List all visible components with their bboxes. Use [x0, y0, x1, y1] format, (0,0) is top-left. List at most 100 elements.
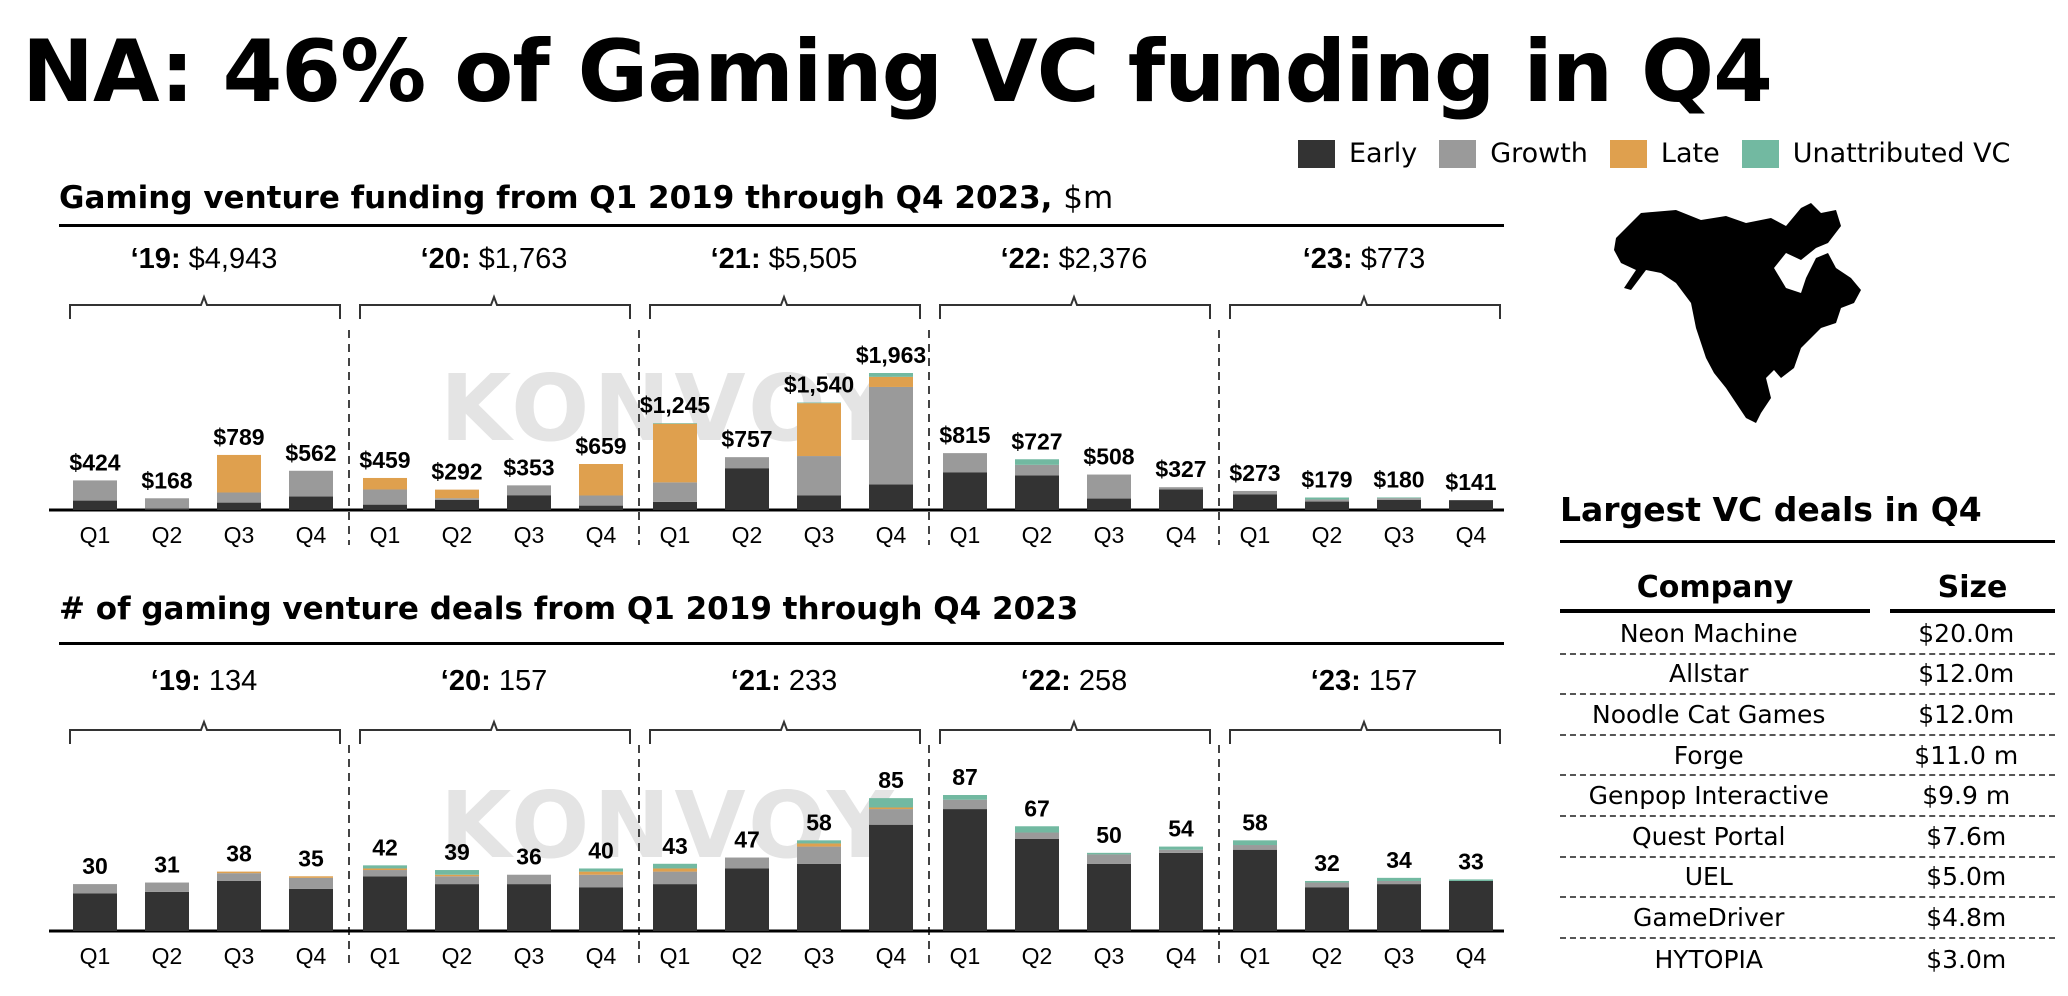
- bar-value-label: $757: [721, 426, 772, 452]
- year-bracket: [359, 294, 631, 319]
- x-tick-label: Q2: [442, 943, 473, 969]
- bar-value-label: $789: [213, 424, 264, 450]
- year-total: $2,376: [1059, 243, 1148, 275]
- deals-chart-title: # of gaming venture deals from Q1 2019 t…: [59, 591, 1079, 627]
- x-tick-label: Q4: [1166, 943, 1197, 969]
- year-label: ‘21:: [711, 243, 761, 275]
- bar-value-label: $1,245: [640, 392, 711, 418]
- legend: Early Growth Late Unattributed VC: [1298, 138, 2010, 169]
- year-label: ‘23:: [1311, 665, 1361, 697]
- bar-value-label: 40: [588, 837, 614, 863]
- year-total: 258: [1079, 665, 1127, 697]
- bar-segment-early: [797, 495, 841, 510]
- bar-segment-unattributed-vc: [435, 870, 479, 875]
- bar-value-label: $141: [1445, 469, 1496, 495]
- bar-segment-growth: [1087, 474, 1131, 499]
- bar-segment-early: [1305, 501, 1349, 510]
- legend-item-late: Late: [1609, 138, 1720, 169]
- x-tick-label: Q1: [80, 943, 111, 969]
- x-tick-label: Q3: [1094, 522, 1125, 548]
- year-bracket: [649, 294, 921, 319]
- x-tick-label: Q3: [1384, 943, 1415, 969]
- bar-segment-growth: [145, 498, 189, 509]
- bar-segment-unattributed-vc: [1305, 497, 1349, 500]
- x-tick-label: Q4: [876, 522, 907, 548]
- year-bracket: [939, 719, 1211, 744]
- deal-size: $5.0m: [1926, 862, 2007, 892]
- funding-chart-title: Gaming venture funding from Q1 2019 thro…: [59, 180, 1114, 216]
- x-tick-label: Q1: [950, 943, 981, 969]
- bar-segment-early: [435, 884, 479, 931]
- bar-segment-unattributed-vc: [943, 795, 987, 800]
- x-tick-label: Q1: [660, 522, 691, 548]
- bar-segment-early: [725, 868, 769, 931]
- bar-segment-early: [217, 502, 261, 510]
- table-row: Noodle Cat Games $12.0m: [1560, 695, 2055, 736]
- company-name: Noodle Cat Games: [1592, 699, 1826, 729]
- bar-segment-early: [653, 501, 697, 510]
- bar-segment-early: [869, 824, 913, 931]
- year-total-label: ‘22: 258: [1021, 665, 1127, 697]
- bar-value-label: 35: [298, 845, 324, 871]
- deal-size: $11.0 m: [1914, 740, 2019, 770]
- bar-segment-unattributed-vc: [1377, 877, 1421, 881]
- bar-value-label: 42: [372, 834, 398, 860]
- bar-segment-early: [1233, 494, 1277, 510]
- bar-segment-unattributed-vc: [1159, 846, 1203, 850]
- bar-value-label: 39: [444, 839, 470, 865]
- x-tick-label: Q2: [1312, 522, 1343, 548]
- bar-segment-unattributed-vc: [653, 863, 697, 869]
- bar-segment-early: [145, 891, 189, 931]
- bar-segment-early: [1159, 489, 1203, 510]
- bar-segment-growth: [1305, 882, 1349, 888]
- bar-segment-early: [73, 500, 117, 510]
- x-tick-label: Q3: [1094, 943, 1125, 969]
- bar-segment-unattributed-vc: [1305, 880, 1349, 883]
- x-tick-label: Q2: [1022, 943, 1053, 969]
- bar-value-label: 43: [662, 833, 688, 859]
- bar-segment-growth: [1015, 464, 1059, 476]
- bar-value-label: 87: [952, 764, 978, 790]
- bar-segment-growth: [363, 870, 407, 877]
- year-bracket: [1229, 719, 1501, 744]
- bar-value-label: 34: [1386, 847, 1412, 873]
- year-label: ‘23:: [1303, 243, 1353, 275]
- bar-segment-early: [363, 504, 407, 510]
- bar-segment-late: [217, 454, 261, 493]
- x-tick-label: Q1: [1240, 943, 1271, 969]
- bar-value-label: $424: [69, 449, 120, 475]
- year-total: $1,763: [479, 243, 568, 275]
- bar-segment-growth: [579, 495, 623, 506]
- legend-item-unattributed: Unattributed VC: [1741, 138, 2010, 169]
- year-label: ‘19:: [131, 243, 181, 275]
- bar-segment-growth: [653, 871, 697, 885]
- company-name: Allstar: [1669, 659, 1749, 689]
- year-bracket: [939, 294, 1211, 319]
- table-row: HYTOPIA $3.0m: [1560, 939, 2055, 980]
- bar-segment-early: [507, 884, 551, 931]
- bar-value-label: $815: [939, 422, 990, 448]
- bar-segment-late: [869, 376, 913, 387]
- company-name: GameDriver: [1633, 902, 1785, 932]
- column-header-size: Size: [1890, 570, 2055, 613]
- bar-segment-growth: [73, 884, 117, 894]
- bar-segment-early: [1015, 475, 1059, 510]
- bar-segment-early: [579, 505, 623, 510]
- bar-segment-unattributed-vc: [1233, 840, 1277, 846]
- bar-segment-growth: [1087, 854, 1131, 864]
- deal-size: $3.0m: [1926, 944, 2007, 974]
- bar-segment-growth: [435, 498, 479, 500]
- bar-segment-growth: [1233, 490, 1277, 495]
- bar-segment-growth: [1159, 849, 1203, 853]
- bar-segment-growth: [725, 457, 769, 469]
- year-total-label: ‘23: 157: [1311, 665, 1417, 697]
- bar-segment-growth: [289, 877, 333, 889]
- deal-size: $9.9 m: [1922, 781, 2011, 811]
- bar-segment-early: [1233, 849, 1277, 931]
- bar-segment-growth: [289, 470, 333, 497]
- bar-segment-unattributed-vc: [797, 402, 841, 404]
- bar-segment-growth: [869, 809, 913, 825]
- bar-segment-early: [289, 888, 333, 931]
- x-tick-label: Q1: [370, 522, 401, 548]
- bar-segment-early: [1377, 884, 1421, 931]
